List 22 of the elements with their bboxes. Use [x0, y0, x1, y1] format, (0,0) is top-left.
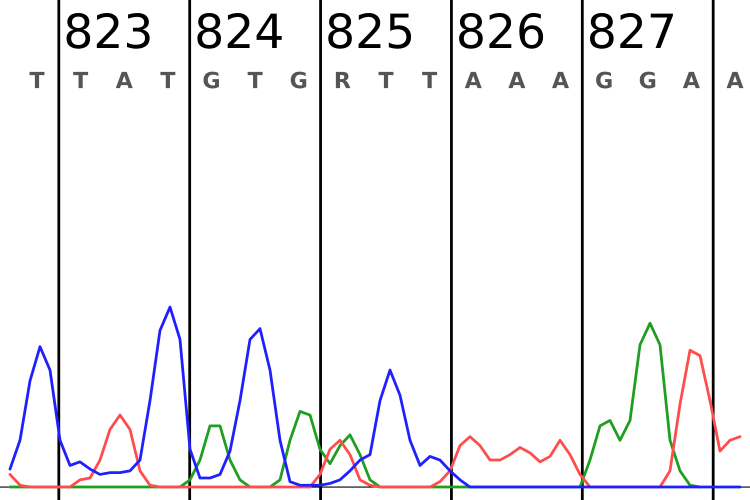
text: A	[682, 72, 700, 88]
text: A	[552, 72, 569, 88]
text: A	[508, 72, 526, 88]
text: A	[464, 72, 482, 88]
text: 823	[66, 12, 150, 49]
text: T	[378, 72, 394, 88]
text: A	[116, 72, 133, 88]
text: T	[160, 72, 176, 88]
text: T	[30, 72, 44, 88]
text: G	[596, 72, 612, 88]
text: G	[640, 72, 656, 88]
text: T	[422, 72, 438, 88]
text: T	[248, 72, 263, 88]
text: G	[203, 72, 219, 88]
text: 825	[328, 12, 412, 49]
text: 826	[459, 12, 544, 49]
text: G	[290, 72, 306, 88]
text: T	[73, 72, 88, 88]
text: A	[726, 72, 744, 88]
text: 824	[197, 12, 282, 49]
text: R	[336, 72, 350, 88]
text: 827	[590, 12, 673, 49]
